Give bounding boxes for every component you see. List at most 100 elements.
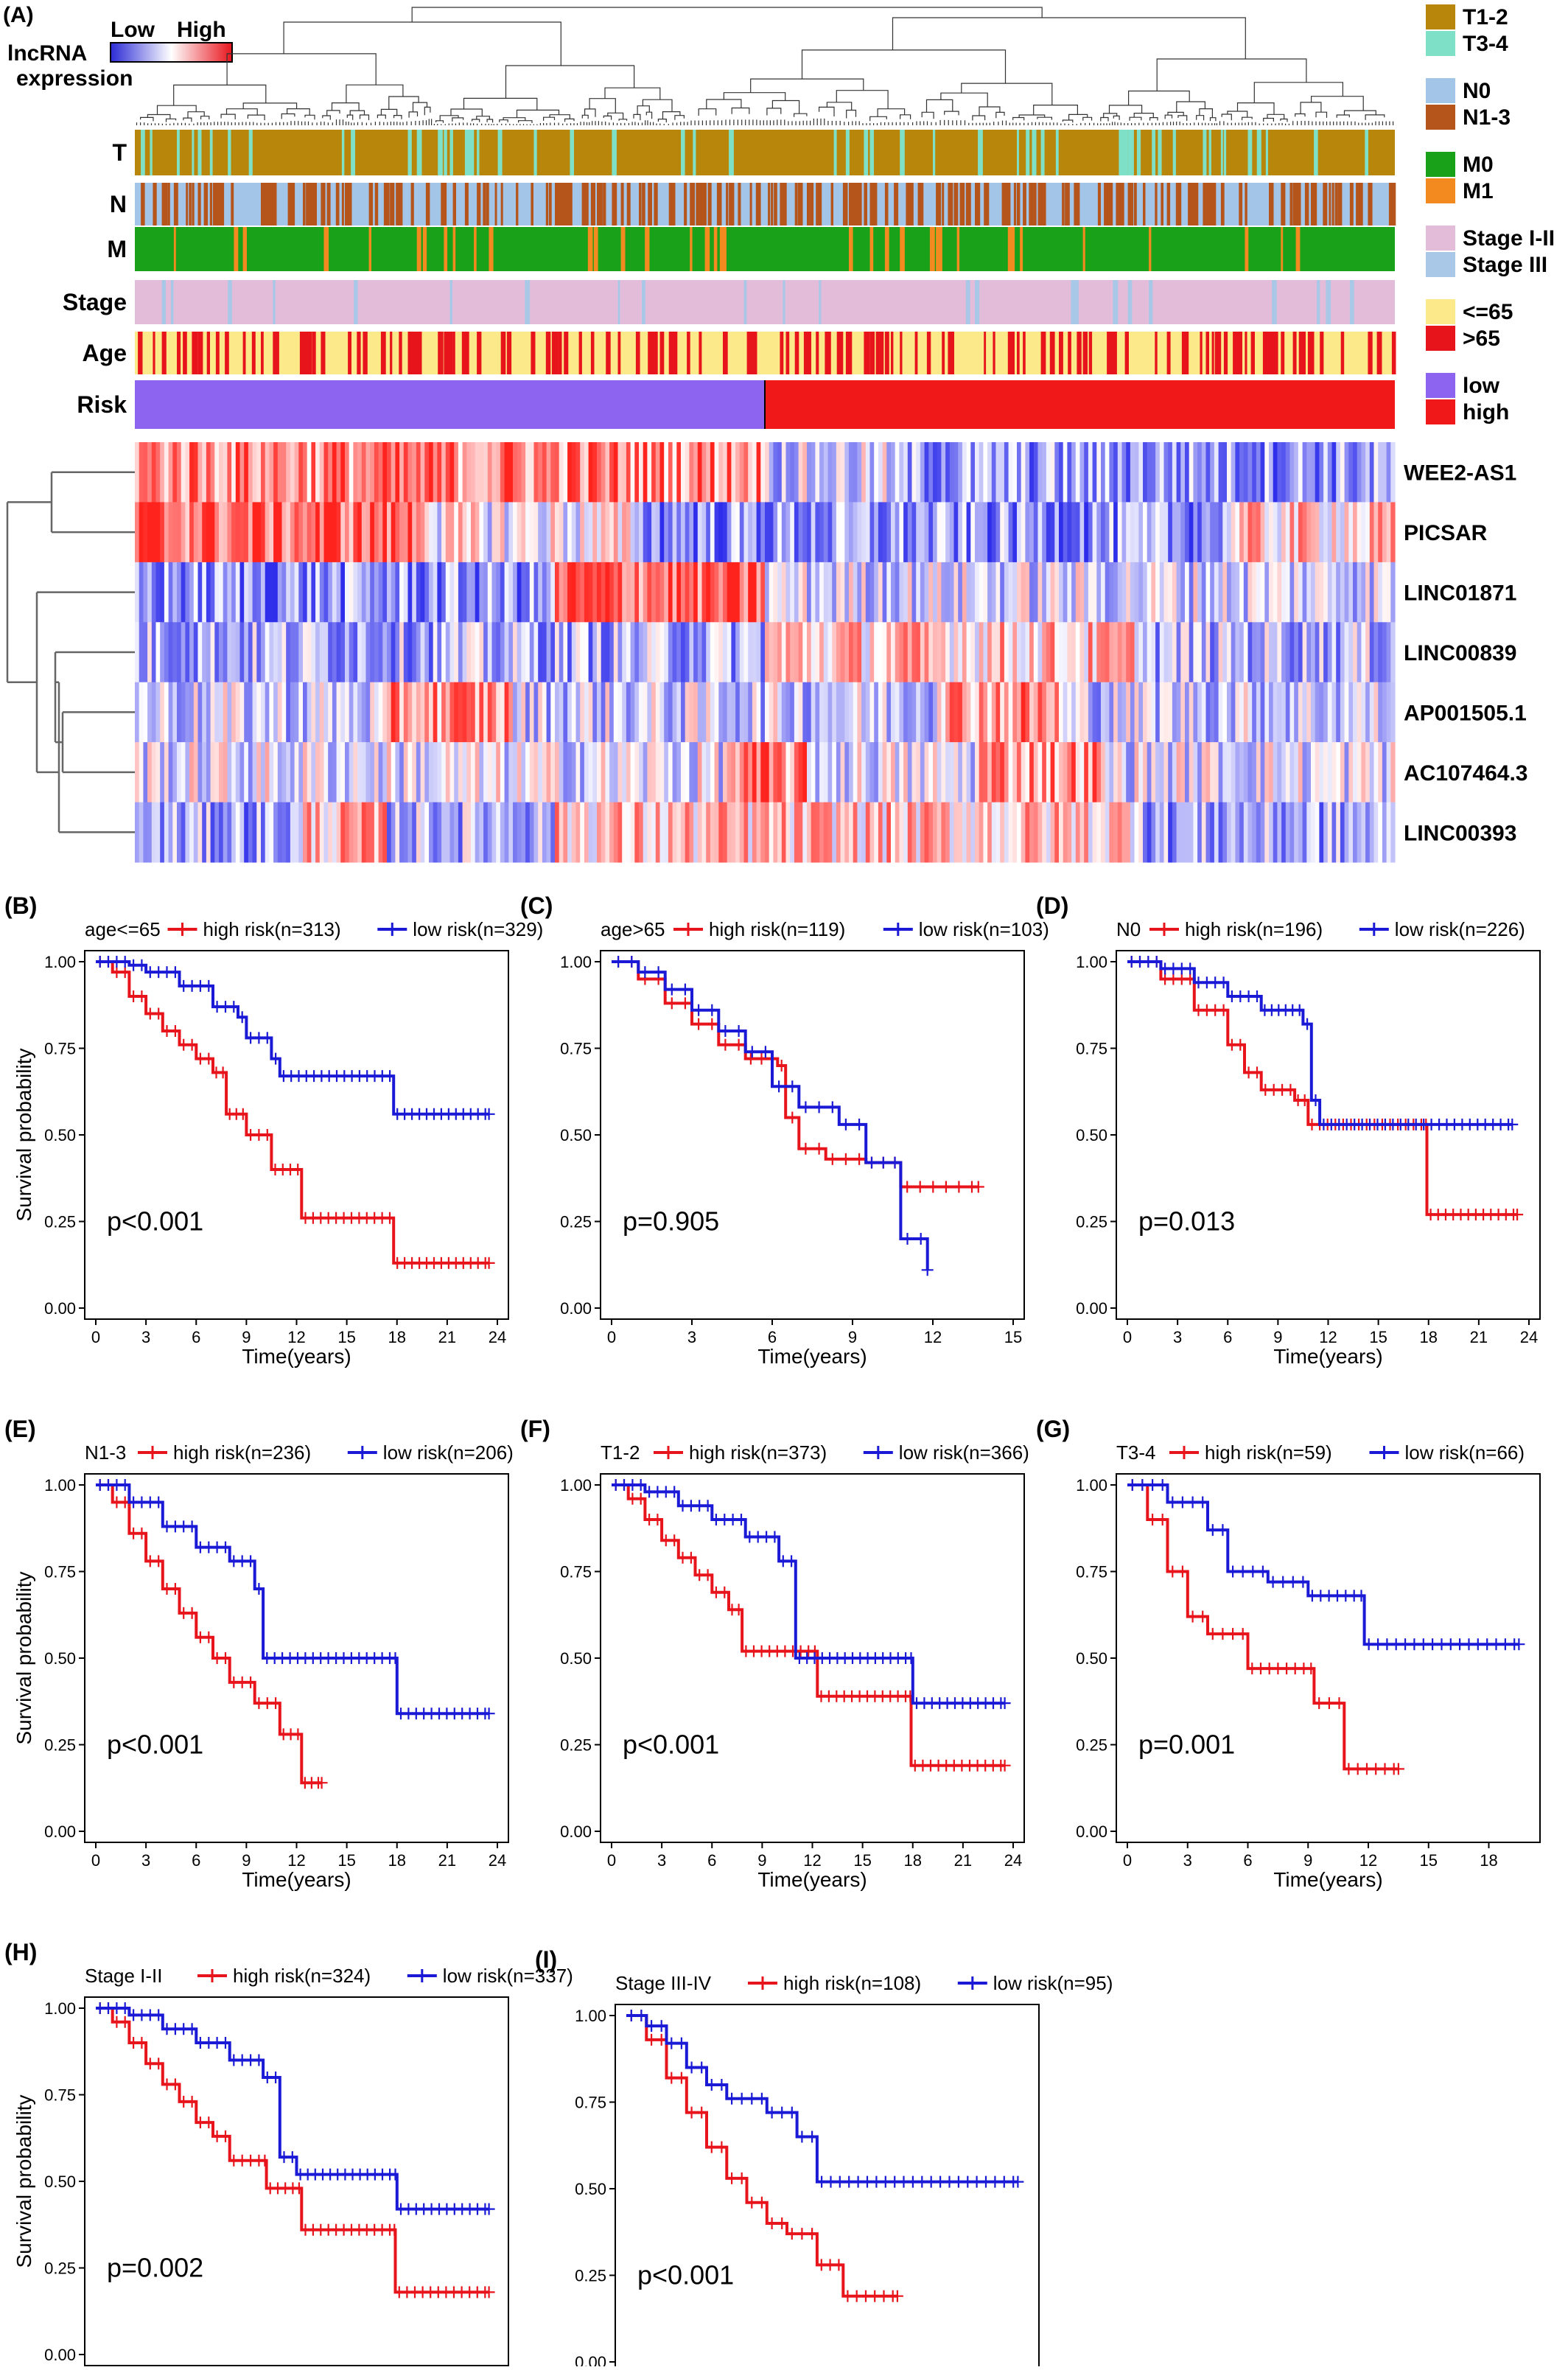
heatmap-cell xyxy=(580,682,585,743)
heatmap-cell xyxy=(1071,742,1077,803)
track-cell xyxy=(374,183,379,226)
heatmap-cell xyxy=(941,502,946,563)
heatmap-cell xyxy=(575,802,581,863)
survival-curve xyxy=(96,2007,489,2294)
heatmap-cell xyxy=(1365,802,1371,863)
heatmap-cell xyxy=(916,682,921,743)
heatmap-cell xyxy=(181,622,186,683)
track-cell xyxy=(212,183,217,226)
heatmap-cell xyxy=(155,502,161,563)
heatmap-cell xyxy=(1159,442,1165,503)
heatmap-cell xyxy=(1348,442,1354,503)
track-cell xyxy=(531,183,533,226)
track-label: T xyxy=(112,139,127,166)
heatmap-cell xyxy=(668,802,673,863)
km-panel-b: (B)age<=65 high risk(n=313) low risk(n=329… xyxy=(4,892,543,1368)
heatmap-cell xyxy=(164,802,169,863)
heatmap-cell xyxy=(857,742,862,803)
heatmap-cell xyxy=(504,562,509,623)
track-cell xyxy=(1265,130,1268,175)
track-cell xyxy=(1110,183,1113,226)
heatmap-cell xyxy=(1021,442,1026,503)
heatmap-cell xyxy=(920,682,925,743)
heatmap-cell xyxy=(1067,682,1072,743)
track-cell xyxy=(869,130,874,175)
heatmap-cell xyxy=(563,622,568,683)
legend-swatch xyxy=(1426,178,1455,203)
heatmap-cell xyxy=(933,742,938,803)
track-cell xyxy=(558,183,563,226)
heatmap-cell xyxy=(1386,442,1391,503)
track-cell xyxy=(1269,183,1274,226)
track-cell xyxy=(525,280,531,324)
heatmap-cell xyxy=(1315,442,1320,503)
heatmap-cell xyxy=(1285,742,1291,803)
heatmap-cell xyxy=(491,682,497,743)
gene-label: LINC00393 xyxy=(1404,821,1516,845)
heatmap-cell xyxy=(891,802,896,863)
heatmap-cell xyxy=(265,682,270,743)
heatmap-cell xyxy=(970,562,976,623)
heatmap-cell xyxy=(609,622,615,683)
heatmap-cell xyxy=(370,622,375,683)
heatmap-cell xyxy=(634,742,640,803)
track-cell xyxy=(173,227,176,271)
heatmap-cell xyxy=(1247,442,1253,503)
y-tick-label: 0.50 xyxy=(44,2172,76,2191)
heatmap-cell xyxy=(849,502,854,563)
heatmap-cell xyxy=(613,562,619,623)
heatmap-cell xyxy=(895,442,900,503)
legend-series-label: low risk(n=95) xyxy=(993,1972,1113,1994)
track-cell xyxy=(1275,332,1278,374)
heatmap-cell xyxy=(1323,502,1329,563)
heatmap-cell xyxy=(197,622,203,683)
heatmap-cell xyxy=(504,442,509,503)
heatmap-cell xyxy=(1054,562,1060,623)
track-cell xyxy=(807,332,811,374)
heatmap-cell xyxy=(139,562,144,623)
track-cell xyxy=(732,183,735,226)
heatmap-cell xyxy=(471,802,476,863)
heatmap-cell xyxy=(1390,502,1396,563)
heatmap-cell xyxy=(483,622,489,683)
km-panel-f: (F)T1-2 high risk(n=373) low risk(n=366)0.… xyxy=(520,1416,1029,1891)
heatmap-cell xyxy=(256,562,262,623)
legend-swatch xyxy=(1426,152,1455,177)
track-cell xyxy=(1010,332,1015,374)
heatmap-cell xyxy=(1143,622,1148,683)
heatmap-cell xyxy=(1319,742,1324,803)
heatmap-cell xyxy=(928,802,934,863)
heatmap-cell xyxy=(189,502,195,563)
heatmap-cell xyxy=(819,502,825,563)
heatmap-cell xyxy=(630,742,635,803)
heatmap-cell xyxy=(1256,562,1261,623)
heatmap-cell xyxy=(1017,442,1022,503)
heatmap-cell xyxy=(365,442,371,503)
heatmap-cell xyxy=(1344,502,1349,563)
heatmap-cell xyxy=(811,742,816,803)
heatmap-cell xyxy=(483,562,489,623)
heatmap-cell xyxy=(504,802,509,863)
track-cell xyxy=(845,130,850,175)
heatmap-cell xyxy=(433,502,438,563)
heatmap-cell xyxy=(1260,802,1265,863)
heatmap-cell xyxy=(790,742,795,803)
heatmap-cell xyxy=(374,502,379,563)
heatmap-cell xyxy=(1008,502,1013,563)
heatmap-cell xyxy=(189,442,195,503)
heatmap-cell xyxy=(1059,562,1064,623)
heatmap-cell xyxy=(189,742,195,803)
heatmap-cell xyxy=(214,742,220,803)
heatmap-cell xyxy=(164,622,169,683)
heatmap-cell xyxy=(458,802,463,863)
track-cell xyxy=(690,227,693,271)
heatmap-cell xyxy=(1067,442,1072,503)
heatmap-cell xyxy=(1319,682,1324,743)
gene-label: LINC01871 xyxy=(1404,581,1516,606)
heatmap-cell xyxy=(735,502,741,563)
heatmap-cell xyxy=(181,742,186,803)
panel-label: (B) xyxy=(4,892,37,919)
heatmap-cell xyxy=(214,442,220,503)
heatmap-cell xyxy=(294,442,299,503)
heatmap-cell xyxy=(256,802,262,863)
